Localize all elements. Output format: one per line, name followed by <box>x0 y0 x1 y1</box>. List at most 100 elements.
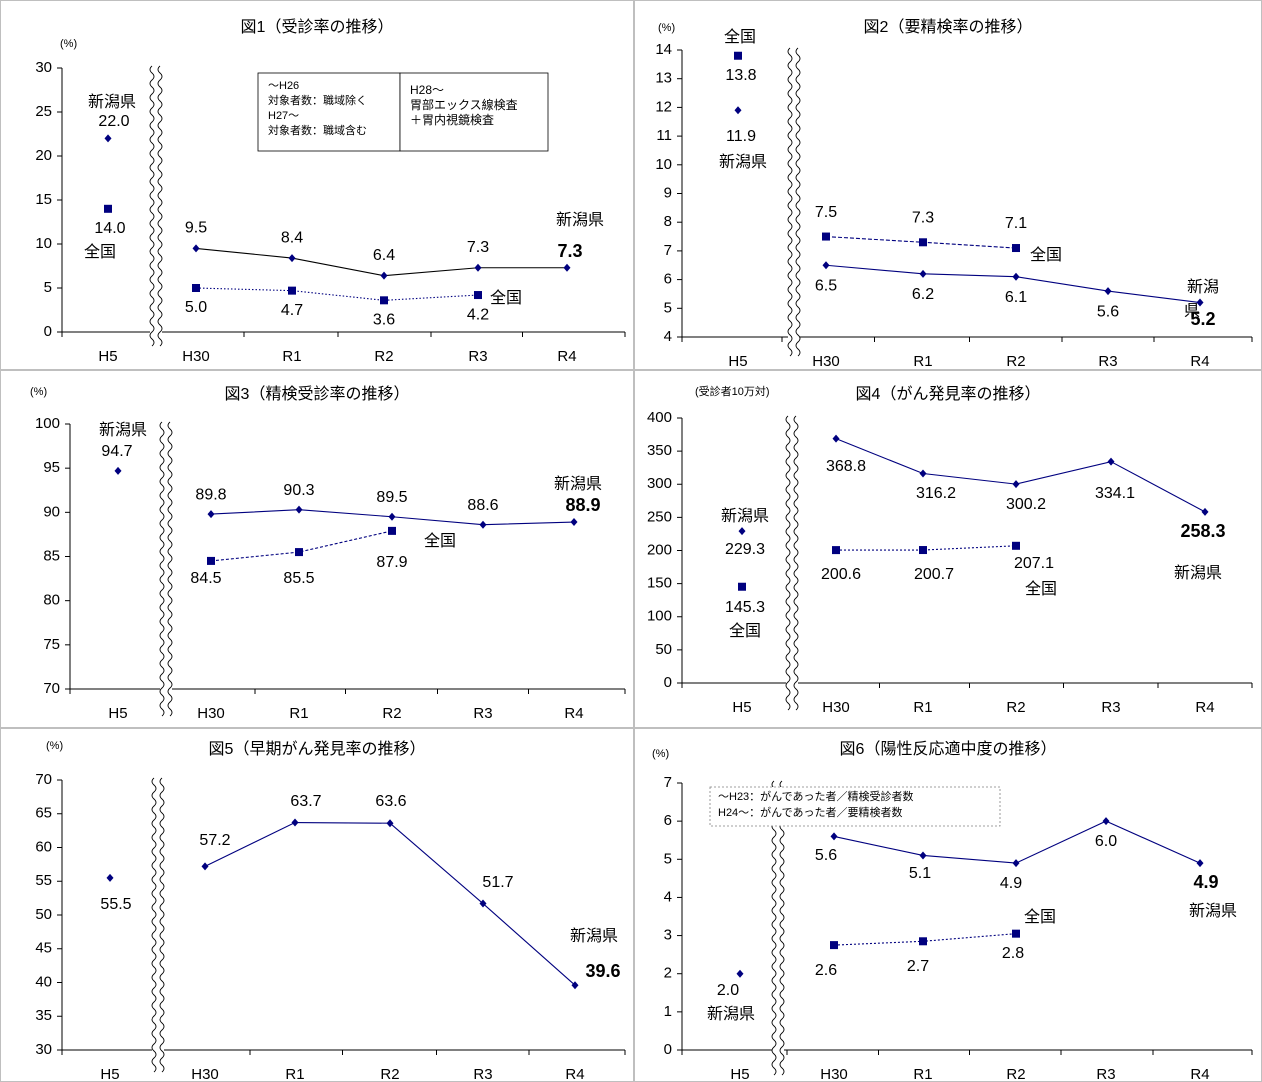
note-text: H27～ <box>268 110 299 122</box>
national-point <box>830 941 838 950</box>
data-label: 4.9 <box>1193 872 1218 892</box>
x-tick-label: R1 <box>285 1066 304 1082</box>
prefecture-point <box>386 819 394 828</box>
chart-title: 図2（要精検率の推移） <box>864 18 1033 36</box>
prefecture-point <box>114 466 122 475</box>
axis-break-line <box>151 777 157 1073</box>
axis-break-gap <box>150 66 162 346</box>
chart-panel-border <box>0 728 634 1082</box>
data-label: 88.9 <box>565 495 600 515</box>
data-label: 207.1 <box>1014 555 1054 572</box>
x-tick-label: R1 <box>913 699 932 716</box>
chart-2: 図2（要精検率の推移） (%) 4 5 6 7 8 9 10 11 12 13 14 H5 H30 R1 R2 R… <box>655 18 1253 370</box>
national-point <box>295 548 303 557</box>
axis-break-line <box>149 65 155 347</box>
chart-panel-border <box>634 728 1262 1082</box>
y-tick-label: 90 <box>43 503 60 520</box>
data-label: 4.7 <box>281 302 303 319</box>
prefecture-point <box>830 832 838 841</box>
series-label-prefecture: 新潟県 <box>556 211 604 229</box>
data-label: 57.2 <box>199 832 230 849</box>
chart-5: 図5（早期がん発見率の推移） (%) 30 35 40 45 50 55 60 65 70 H5 H30… <box>35 740 626 1082</box>
y-tick-label: 400 <box>647 409 672 426</box>
data-label: 5.1 <box>909 865 931 882</box>
data-label: 84.5 <box>190 570 221 587</box>
prefecture-point <box>919 469 927 478</box>
x-tick-label: R1 <box>913 1066 932 1082</box>
y-tick-label: 13 <box>655 70 672 87</box>
x-tick-label: H5 <box>108 705 127 722</box>
series-label-national: 全国 <box>1024 908 1056 926</box>
y-unit-label: (%) <box>60 38 77 50</box>
prefecture-point <box>1102 817 1110 826</box>
y-tick-label: 1 <box>664 1003 672 1020</box>
y-tick-label: 14 <box>655 41 672 58</box>
x-tick-label: R4 <box>564 705 583 722</box>
note-box <box>257 72 401 152</box>
x-tick-label: R3 <box>473 1066 492 1082</box>
national-point <box>1012 929 1020 938</box>
national-series-line <box>195 287 479 301</box>
data-label: 6.0 <box>1095 833 1117 850</box>
prefecture-point <box>474 263 482 272</box>
note-text: ～H23：がんであった者／精検受診者数 <box>718 789 914 803</box>
data-label: 4.2 <box>467 306 489 323</box>
prefecture-series-line <box>833 820 1201 864</box>
prefecture-point <box>1201 507 1209 516</box>
x-tick-label: H30 <box>812 353 840 370</box>
y-tick-label: 35 <box>35 1007 52 1024</box>
y-tick-label: 30 <box>35 1041 52 1058</box>
chart-title: 図5（早期がん発見率の推移） <box>209 740 426 758</box>
prefecture-point <box>832 434 840 443</box>
y-tick-label: 80 <box>43 592 60 609</box>
y-tick-label: 0 <box>664 1041 672 1058</box>
axis-break-line <box>167 421 173 717</box>
data-label: 7.3 <box>467 239 489 256</box>
y-tick-label: 55 <box>35 872 52 889</box>
note-text: H28～ <box>410 83 444 97</box>
y-tick-label: 20 <box>35 147 52 164</box>
x-tick-label: H30 <box>197 705 225 722</box>
chart-3: 図3（精検受診率の推移） (%) 70 75 80 85 90 95 100 H5 H30 R1 R2 R… <box>30 385 626 722</box>
prefecture-point <box>106 873 114 882</box>
prefecture-point <box>207 510 215 519</box>
national-point <box>192 284 200 292</box>
y-tick-label: 4 <box>664 888 672 905</box>
prefecture-point <box>822 261 830 270</box>
data-label: 2.0 <box>717 982 739 999</box>
y-unit-label: (%) <box>658 22 675 34</box>
chart-panel-border <box>0 0 634 370</box>
national-point <box>207 556 215 565</box>
chart-1: 図1（受診率の推移） (%) 0 5 10 15 20 25 30 H5 H30 R1 R2 R3 R4 ～H… <box>35 18 626 365</box>
y-tick-label: 6 <box>664 812 672 829</box>
data-label: 3.6 <box>373 312 395 329</box>
national-point <box>822 232 830 241</box>
x-tick-label: R3 <box>1096 1066 1115 1082</box>
data-label: 300.2 <box>1006 496 1046 513</box>
data-label: 7.3 <box>557 241 582 261</box>
series-label-national: 全国 <box>84 243 116 261</box>
data-label: 368.8 <box>826 458 866 475</box>
x-tick-label: H30 <box>191 1066 219 1082</box>
prefecture-point <box>1107 457 1115 466</box>
x-tick-label: H5 <box>730 1066 749 1082</box>
series-label-national: 全国 <box>729 622 761 640</box>
y-tick-label: 0 <box>44 323 52 340</box>
note-box <box>399 72 549 152</box>
axis-break-gap <box>152 778 164 1064</box>
y-tick-label: 12 <box>655 98 672 115</box>
data-label: 5.0 <box>185 299 207 316</box>
prefecture-point <box>570 518 578 527</box>
data-label: 7.3 <box>912 210 934 227</box>
national-point <box>832 546 840 555</box>
data-label: 63.7 <box>290 793 321 810</box>
chart-4: 図4（がん発見率の推移） (受診者10万対) 0 50 100 150 200 250 300 3… <box>647 384 1253 716</box>
y-tick-label: 50 <box>655 641 672 658</box>
data-label: 229.3 <box>725 541 765 558</box>
axis-break-line <box>793 415 799 711</box>
chart-title: 図4（がん発見率の推移） <box>856 385 1041 403</box>
national-point <box>919 546 927 555</box>
series-label-prefecture: 新潟 <box>1187 278 1219 296</box>
data-label: 200.6 <box>821 566 861 583</box>
data-label: 90.3 <box>283 482 314 499</box>
